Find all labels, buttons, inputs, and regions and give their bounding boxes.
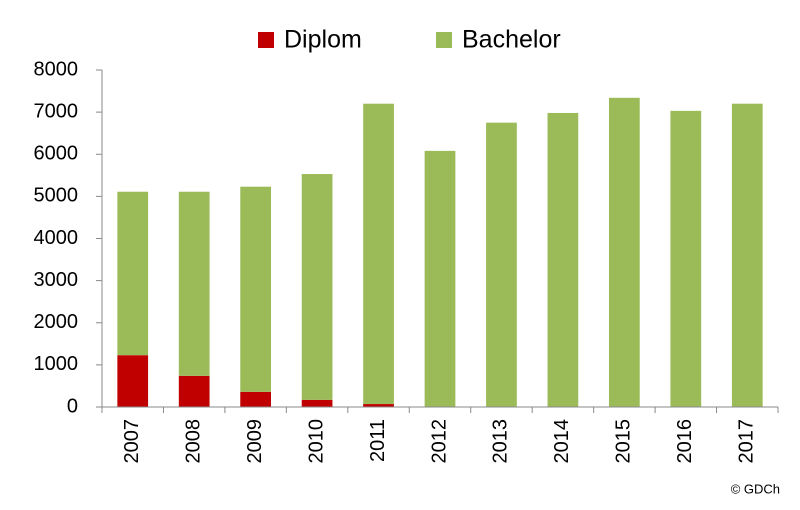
y-tick-label: 7000	[34, 100, 79, 122]
x-tick-label: 2007	[121, 419, 143, 464]
bar-segment	[670, 110, 702, 407]
x-tick-label: 2009	[244, 419, 266, 464]
bar-segment	[363, 404, 394, 407]
bar-segment	[117, 355, 149, 407]
bar-segment	[424, 150, 456, 407]
x-tick-label: 2016	[674, 419, 696, 464]
bar-segment	[609, 97, 640, 408]
x-tick-label: 2011	[367, 419, 389, 462]
x-tick-label: 2014	[551, 419, 573, 464]
y-tick-label: 5000	[34, 185, 79, 207]
legend-swatch	[258, 32, 274, 48]
bar-segment	[731, 103, 763, 407]
bar-segment	[301, 399, 333, 407]
bar-segment	[301, 174, 333, 400]
bar-segment	[178, 375, 210, 407]
y-tick-label: 4000	[34, 227, 79, 249]
bar-segment	[486, 122, 517, 407]
x-tick-label: 2008	[182, 419, 204, 464]
y-tick-label: 3000	[34, 269, 79, 291]
y-tick-label: 6000	[34, 143, 79, 165]
x-tick-label: 2015	[613, 419, 635, 464]
x-tick-label: 2012	[428, 419, 450, 464]
y-tick-label: 1000	[34, 353, 79, 375]
y-tick-label: 0	[67, 395, 78, 417]
bar-segment	[240, 391, 271, 407]
x-tick-label: 2013	[490, 419, 512, 464]
y-tick-label: 2000	[34, 311, 79, 333]
bar-segment	[178, 191, 210, 376]
legend-swatch	[436, 32, 452, 48]
legend-label: Diplom	[284, 26, 362, 54]
bar-segment	[363, 103, 394, 405]
bar-segment	[117, 191, 149, 356]
legend-label: Bachelor	[462, 26, 561, 54]
bar-segment	[240, 186, 271, 392]
y-tick-label: 8000	[34, 58, 79, 80]
annotation: © GDCh	[731, 481, 780, 496]
x-tick-label: 2010	[305, 419, 327, 464]
x-tick-label: 2017	[736, 419, 758, 464]
bar-segment	[547, 112, 579, 407]
